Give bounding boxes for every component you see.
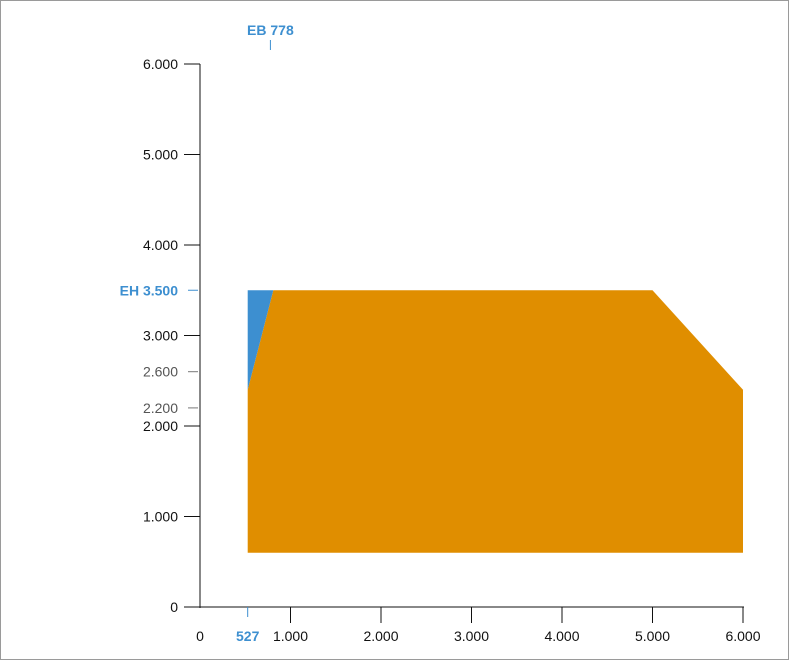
xmin-marker-label: 527 bbox=[236, 628, 260, 644]
x-tick-label-1: 1.000 bbox=[273, 628, 308, 644]
x-tick-label-6: 6.000 bbox=[725, 628, 760, 644]
y-tick-label-4: 4.000 bbox=[143, 237, 178, 253]
y-minor-tick-label-1: 2.600 bbox=[143, 364, 178, 380]
region-1 bbox=[247, 290, 274, 390]
x-tick-label-4: 4.000 bbox=[544, 628, 579, 644]
chart-regions bbox=[247, 290, 743, 553]
y-tick-label-0: 0 bbox=[170, 599, 178, 615]
region-0 bbox=[247, 290, 743, 553]
x-tick-label-2: 2.000 bbox=[363, 628, 398, 644]
y-tick-label-2: 2.000 bbox=[143, 418, 178, 434]
y-tick-label-1: 1.000 bbox=[143, 509, 178, 525]
eh-marker-label: EH 3.500 bbox=[120, 282, 179, 298]
y-minor-tick-label-0: 2.200 bbox=[143, 400, 178, 416]
y-tick-label-5: 5.000 bbox=[143, 147, 178, 163]
y-tick-label-6: 6.000 bbox=[143, 56, 178, 72]
y-tick-label-3: 3.000 bbox=[143, 328, 178, 344]
x-tick-label-5: 5.000 bbox=[635, 628, 670, 644]
eb-marker-label: EB 778 bbox=[247, 22, 294, 38]
x-tick-label-3: 3.000 bbox=[454, 628, 489, 644]
chart-markers: EB 778 EH 3.500 527 bbox=[120, 22, 294, 644]
chart-axes: 0 1.000 2.000 3.000 4.000 5.000 6.000 2.200 2.60… bbox=[143, 56, 761, 644]
x-tick-label-0: 0 bbox=[196, 628, 204, 644]
